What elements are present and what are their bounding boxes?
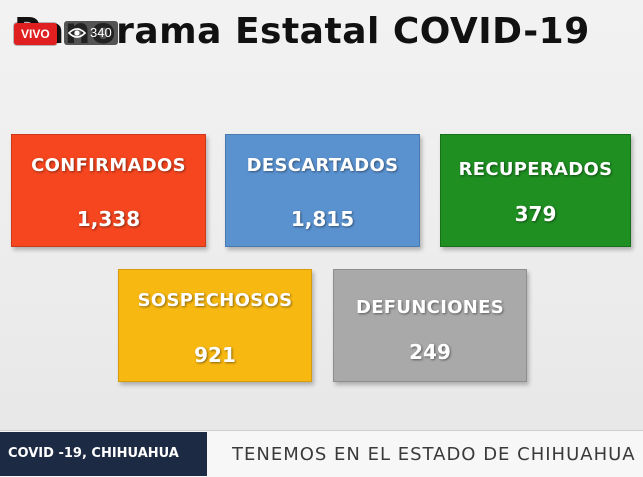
card-label: SOSPECHOSOS bbox=[137, 290, 293, 311]
card-confirmados: CONFIRMADOS 1,338 bbox=[11, 134, 206, 247]
card-label: DESCARTADOS bbox=[246, 155, 399, 176]
card-defunciones: DEFUNCIONES 249 bbox=[333, 269, 527, 382]
card-value: 921 bbox=[194, 343, 236, 367]
card-label: RECUPERADOS bbox=[458, 159, 613, 180]
news-ticker: TENEMOS EN EL ESTADO DE CHIHUAHUA bbox=[232, 444, 636, 465]
card-label: DEFUNCIONES bbox=[355, 297, 505, 318]
viewer-count-badge: 340 bbox=[64, 21, 118, 45]
card-value: 1,338 bbox=[76, 207, 141, 231]
card-descartados: DESCARTADOS 1,815 bbox=[225, 134, 420, 247]
card-recuperados: RECUPERADOS 379 bbox=[440, 134, 631, 247]
card-value: 379 bbox=[514, 202, 557, 226]
card-label: CONFIRMADOS bbox=[31, 155, 186, 176]
eye-icon bbox=[68, 27, 86, 39]
card-sospechosos: SOSPECHOSOS 921 bbox=[118, 269, 312, 382]
location-tag: COVID -19, CHIHUAHUA bbox=[0, 432, 207, 476]
card-value: 249 bbox=[409, 340, 451, 364]
viewer-count: 340 bbox=[90, 25, 112, 40]
card-value: 1,815 bbox=[290, 207, 355, 231]
live-badge: VIVO bbox=[14, 23, 57, 45]
